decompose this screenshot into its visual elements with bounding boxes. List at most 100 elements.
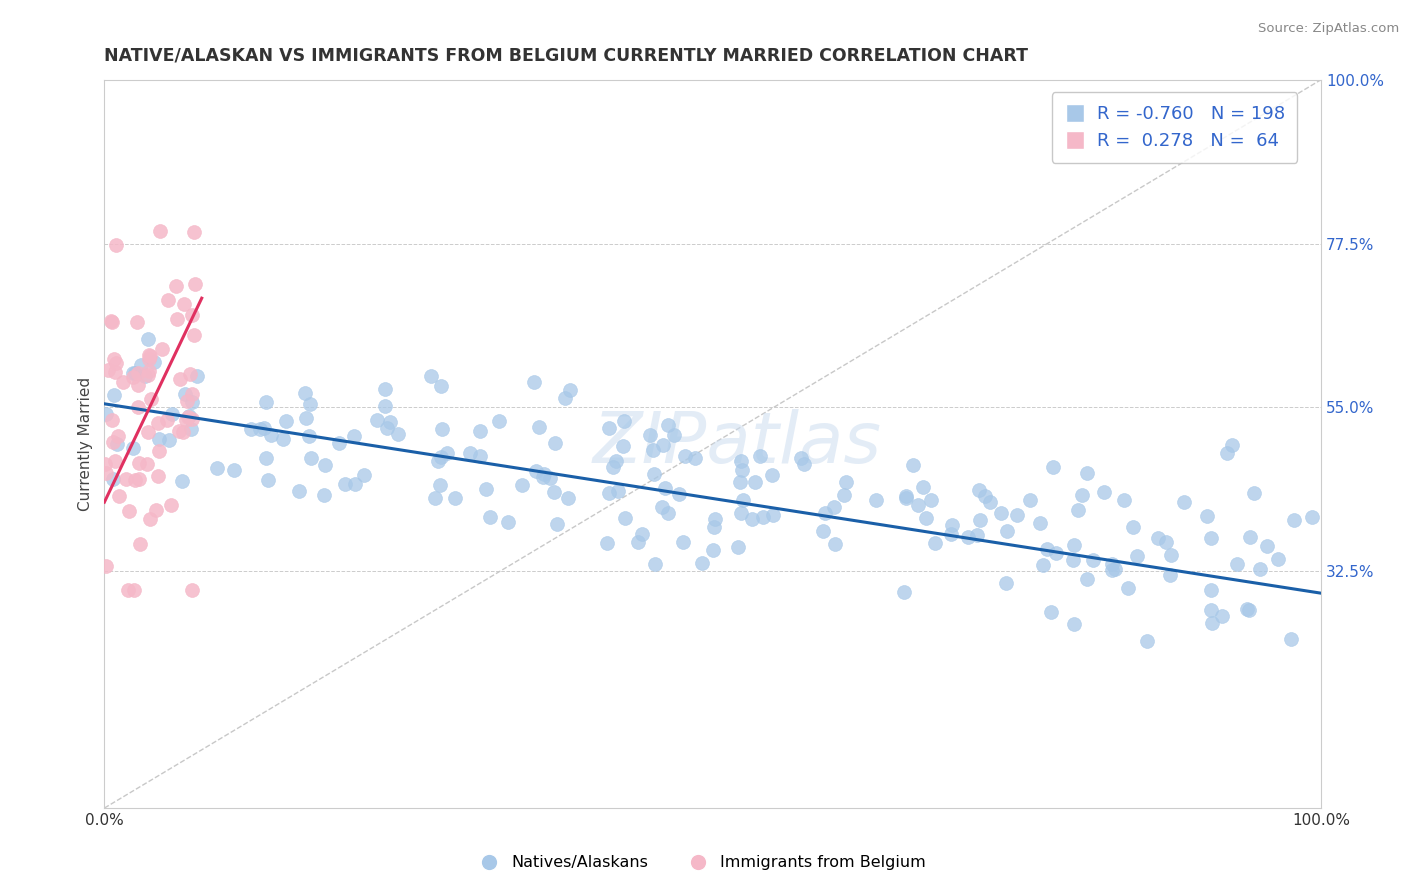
Point (1159, 568, 1181, 582)
Point (128, 472, 150, 486)
Y-axis label: Currently Married: Currently Married (79, 376, 93, 511)
Point (127, 400, 149, 414)
Point (598, 486, 620, 500)
Point (1032, 558, 1054, 572)
Point (727, 541, 749, 555)
Point (1083, 553, 1105, 567)
Text: Source: ZipAtlas.com: Source: ZipAtlas.com (1258, 22, 1399, 36)
Point (1028, 516, 1050, 530)
Point (894, 491, 917, 505)
Point (165, 279, 187, 293)
Point (1226, 558, 1249, 572)
Point (430, 422, 453, 436)
Point (512, 477, 534, 491)
Point (1216, 446, 1239, 460)
Point (612, 439, 634, 453)
Point (596, 536, 619, 550)
Point (294, 385, 316, 400)
Point (94, 457, 117, 471)
Point (254, 395, 277, 409)
Point (1236, 602, 1258, 616)
Point (124, 473, 146, 487)
Point (1197, 508, 1219, 523)
Point (366, 412, 388, 426)
Point (146, 468, 169, 483)
Point (180, 421, 202, 435)
Point (139, 512, 162, 526)
Point (104, 356, 127, 370)
Point (761, 467, 783, 482)
Point (136, 457, 159, 471)
Point (652, 438, 675, 452)
Point (179, 368, 201, 382)
Point (657, 506, 679, 520)
Point (496, 515, 519, 529)
Point (1062, 552, 1084, 566)
Point (103, 352, 125, 367)
Point (1101, 563, 1123, 577)
Point (527, 419, 550, 434)
Point (183, 277, 205, 292)
Point (941, 517, 963, 532)
Point (638, 428, 661, 442)
Point (475, 482, 498, 496)
Point (690, 556, 713, 570)
Point (136, 425, 159, 439)
Point (1147, 531, 1170, 545)
Point (969, 483, 991, 497)
Point (793, 457, 815, 471)
Point (1256, 539, 1278, 553)
Text: NATIVE/ALASKAN VS IMMIGRANTS FROM BELGIUM CURRENTLY MARRIED CORRELATION CHART: NATIVE/ALASKAN VS IMMIGRANTS FROM BELGIU… (104, 46, 1028, 64)
Point (1160, 549, 1182, 563)
Point (1173, 495, 1195, 509)
Point (276, 414, 298, 428)
Point (111, 375, 134, 389)
Point (730, 506, 752, 520)
Point (651, 500, 673, 515)
Point (166, 311, 188, 326)
Point (1071, 488, 1094, 502)
Point (101, 413, 124, 427)
Point (100, 313, 122, 327)
Point (156, 413, 179, 427)
Point (543, 484, 565, 499)
Point (1201, 616, 1223, 631)
Point (744, 475, 766, 490)
Point (121, 367, 143, 381)
Point (907, 499, 929, 513)
Point (254, 450, 277, 465)
Point (814, 506, 837, 520)
Point (125, 315, 148, 329)
Point (731, 463, 754, 477)
Legend: Natives/Alaskans, Immigrants from Belgium: Natives/Alaskans, Immigrants from Belgiu… (474, 849, 932, 877)
Point (832, 488, 855, 502)
Point (138, 349, 160, 363)
Point (1237, 603, 1260, 617)
Point (644, 558, 666, 572)
Point (1036, 541, 1059, 556)
Point (183, 328, 205, 343)
Point (1076, 466, 1098, 480)
Point (387, 427, 409, 442)
Point (1211, 608, 1233, 623)
Point (150, 342, 173, 356)
Point (835, 475, 858, 489)
Point (896, 489, 918, 503)
Point (173, 387, 195, 401)
Point (470, 450, 492, 464)
Point (177, 410, 200, 425)
Point (613, 510, 636, 524)
Point (607, 484, 630, 499)
Point (96, 558, 118, 573)
Point (288, 484, 311, 499)
Point (762, 508, 785, 522)
Point (544, 435, 567, 450)
Point (146, 416, 169, 430)
Point (100, 315, 122, 329)
Point (920, 492, 942, 507)
Point (104, 454, 127, 468)
Point (1116, 581, 1139, 595)
Point (1243, 486, 1265, 500)
Point (134, 369, 156, 384)
Point (298, 429, 321, 443)
